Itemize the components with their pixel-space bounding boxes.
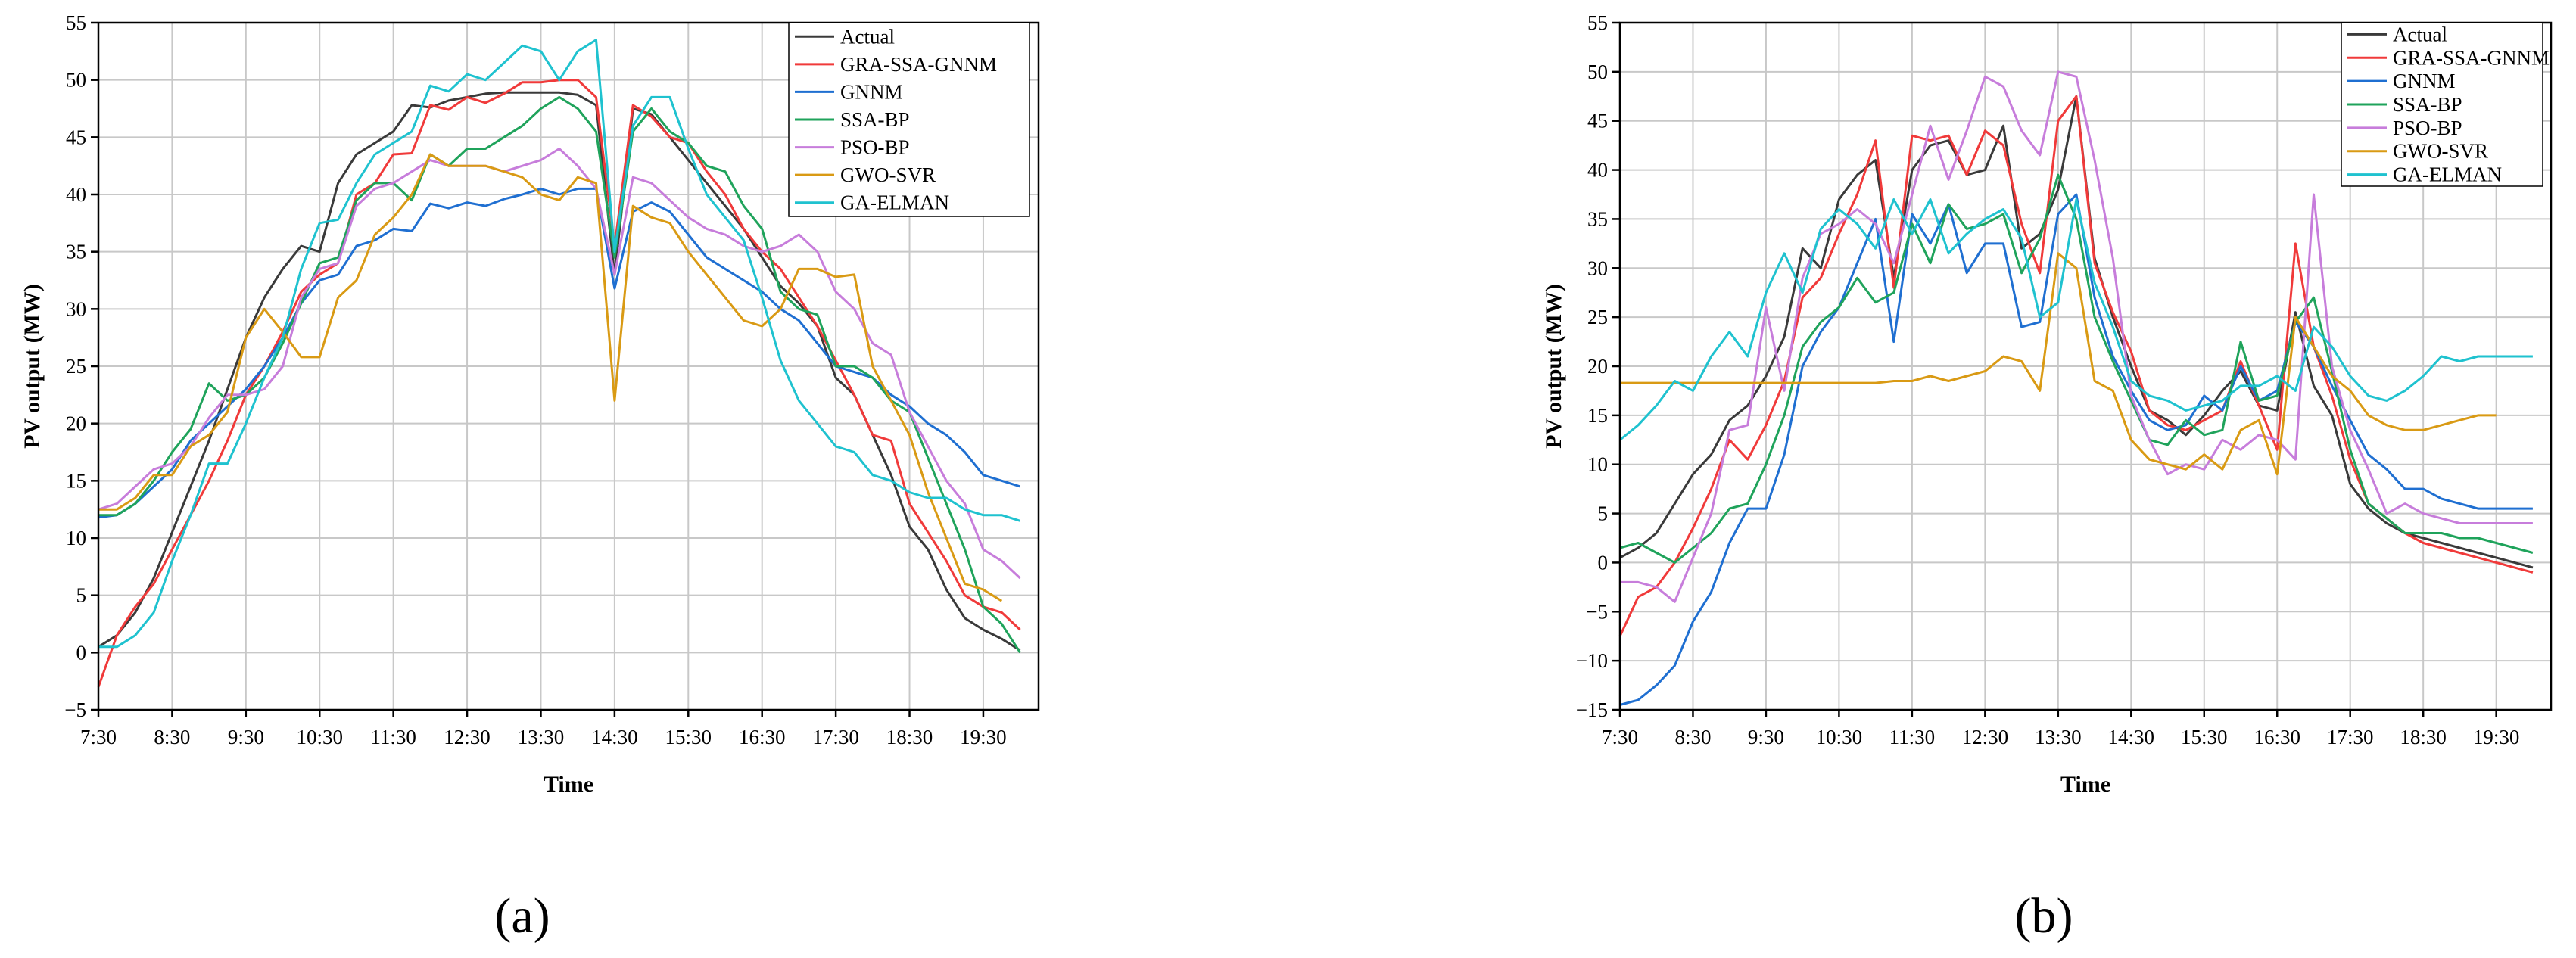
y-tick-label: 55 bbox=[1587, 11, 1608, 34]
x-axis-title: Time bbox=[2060, 772, 2110, 797]
legend-label: SSA-BP bbox=[2393, 93, 2462, 116]
legend: Actual GRA-SSA-GNNM GNNM SSA-BP PSO-BP GWO-SV… bbox=[788, 22, 1030, 217]
y-tick-label: 10 bbox=[66, 527, 86, 549]
y-tick-label: 40 bbox=[1587, 159, 1608, 182]
legend-label: PSO-BP bbox=[2393, 117, 2462, 139]
y-tick-label: 35 bbox=[66, 241, 86, 263]
x-tick-label: 12:30 bbox=[444, 726, 491, 748]
y-tick-label: 20 bbox=[66, 412, 86, 435]
x-tick-label: 9:30 bbox=[228, 726, 264, 748]
series-line-ga-elman bbox=[98, 39, 1021, 649]
x-tick-label: 9:30 bbox=[1748, 726, 1784, 748]
series-line-ssa-bp bbox=[98, 95, 1021, 654]
x-tick-label: 11:30 bbox=[370, 726, 416, 748]
x-tick-label: 10:30 bbox=[1816, 726, 1863, 748]
x-tick-label: 13:30 bbox=[2035, 726, 2082, 748]
legend-label: PSO-BP bbox=[840, 136, 910, 159]
x-tick-label: 8:30 bbox=[1674, 726, 1711, 748]
y-tick-label: 15 bbox=[66, 469, 86, 492]
x-tick-label: 7:30 bbox=[1602, 726, 1638, 748]
y-tick-label: 25 bbox=[1587, 306, 1608, 328]
series-line-gnnm bbox=[1619, 193, 2533, 706]
legend-label: Actual bbox=[840, 25, 895, 48]
y-tick-label: 55 bbox=[66, 11, 86, 34]
x-tick-label: 19:30 bbox=[2473, 726, 2520, 748]
y-tick-label: −5 bbox=[1586, 600, 1608, 623]
x-tick-label: 11:30 bbox=[1889, 726, 1936, 748]
y-tick-label: 5 bbox=[1598, 502, 1609, 525]
legend-label: GWO-SVR bbox=[840, 163, 936, 186]
panel-label: (a) bbox=[494, 888, 550, 944]
y-tick-label: 10 bbox=[1587, 453, 1608, 476]
y-tick-label: 50 bbox=[1587, 61, 1608, 83]
y-tick-label: 30 bbox=[66, 297, 86, 320]
x-tick-label: 17:30 bbox=[2327, 726, 2374, 748]
y-tick-label: 35 bbox=[1587, 207, 1608, 230]
x-tick-label: 18:30 bbox=[886, 726, 933, 748]
legend-label: GRA-SSA-GNNM bbox=[2393, 46, 2550, 69]
y-tick-label: 40 bbox=[66, 183, 86, 206]
y-axis-title: PV output (MW) bbox=[1541, 284, 1566, 449]
series-line-ssa-bp bbox=[1619, 173, 2534, 564]
y-tick-label: 15 bbox=[1587, 404, 1608, 427]
x-tick-label: 19:30 bbox=[960, 726, 1007, 748]
legend-label: Actual bbox=[2393, 23, 2447, 45]
x-tick-label: 17:30 bbox=[812, 726, 859, 748]
y-tick-label: 20 bbox=[1587, 355, 1608, 378]
legend-label: GNNM bbox=[840, 80, 903, 103]
x-tick-label: 16:30 bbox=[739, 726, 786, 748]
y-tick-label: 45 bbox=[1587, 110, 1608, 132]
chart-b: −15 −10 −5 0 5 10 15 20 25 30 35 40 45 50 55 7:30 8:30 9:… bbox=[1541, 11, 2553, 944]
panel-label: (b) bbox=[2015, 888, 2073, 944]
legend-label: GA-ELMAN bbox=[840, 191, 949, 214]
x-tick-label: 15:30 bbox=[2181, 726, 2228, 748]
y-tick-label: −10 bbox=[1576, 649, 1608, 672]
y-tick-label: −5 bbox=[64, 698, 86, 721]
series-line-ga-elman bbox=[1619, 198, 2533, 441]
series-line-gwo-svr bbox=[1620, 252, 2497, 476]
y-tick-label: −15 bbox=[1576, 698, 1608, 721]
y-tick-label: 30 bbox=[1587, 257, 1608, 279]
legend-label: GA-ELMAN bbox=[2393, 163, 2502, 186]
x-tick-label: 14:30 bbox=[591, 726, 638, 748]
x-tick-label: 7:30 bbox=[80, 726, 117, 748]
series-line-pso-bp bbox=[1620, 70, 2533, 603]
x-tick-label: 8:30 bbox=[154, 726, 190, 748]
x-tick-label: 10:30 bbox=[296, 726, 343, 748]
y-tick-label: 0 bbox=[76, 641, 87, 664]
x-axis-title: Time bbox=[544, 772, 593, 797]
legend-label: GWO-SVR bbox=[2393, 140, 2488, 163]
x-tick-label: 12:30 bbox=[1962, 726, 2009, 748]
legend-label: SSA-BP bbox=[840, 108, 910, 131]
y-tick-label: 25 bbox=[66, 355, 86, 378]
x-tick-label: 18:30 bbox=[2400, 726, 2447, 748]
y-tick-label: 50 bbox=[66, 69, 86, 92]
y-tick-label: 5 bbox=[76, 584, 87, 607]
y-axis-title: PV output (MW) bbox=[20, 284, 45, 449]
y-tick-label: 0 bbox=[1598, 551, 1609, 574]
x-tick-label: 16:30 bbox=[2254, 726, 2300, 748]
chart-a: −5 0 5 10 15 20 25 30 35 40 45 50 55 7:30 8:30 9:30 10:3… bbox=[20, 11, 1040, 944]
y-tick-label: 45 bbox=[66, 126, 86, 148]
series-line-gwo-svr bbox=[98, 153, 1003, 602]
legend-label: GRA-SSA-GNNM bbox=[840, 53, 997, 76]
legend: ActualGRA-SSA-GNNMGNNMSSA-BPPSO-BPGWO-SV… bbox=[2341, 22, 2550, 187]
x-tick-label: 13:30 bbox=[518, 726, 565, 748]
series-line-gnnm bbox=[98, 187, 1021, 519]
x-tick-label: 15:30 bbox=[665, 726, 712, 748]
legend-label: GNNM bbox=[2393, 70, 2456, 92]
x-tick-label: 14:30 bbox=[2108, 726, 2155, 748]
